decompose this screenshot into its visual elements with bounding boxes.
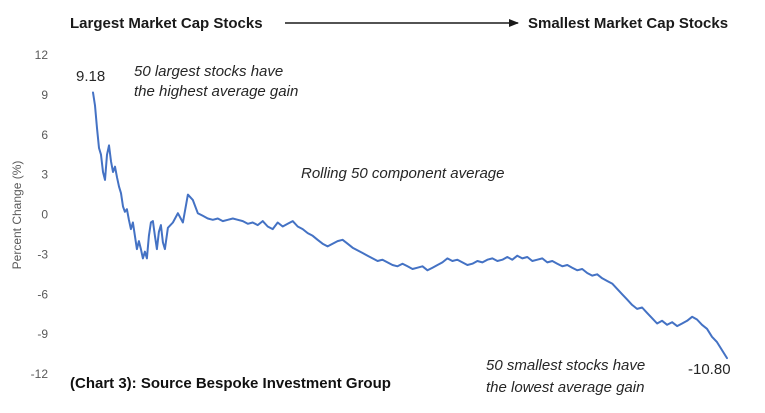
data-label-min: -10.80: [688, 361, 731, 378]
y-tick-label: 0: [41, 208, 48, 222]
y-tick-label: -6: [37, 287, 48, 301]
source-caption: (Chart 3): Source Bespoke Investment Gro…: [70, 375, 391, 392]
y-tick-label: -12: [31, 367, 49, 381]
y-tick-label: -3: [37, 247, 48, 261]
y-axis-ticks: 12 9 6 3 0 -3 -6 -9 -12: [31, 48, 49, 381]
y-tick-label: 9: [41, 88, 48, 102]
annotation-largest-line1: 50 largest stocks have: [134, 63, 283, 80]
y-axis-label: Percent Change (%): [10, 161, 24, 270]
annotation-smallest-line1: 50 smallest stocks have: [486, 357, 645, 374]
y-tick-label: 3: [41, 168, 48, 182]
series-line: [92, 91, 728, 360]
y-tick-label: 6: [41, 128, 48, 142]
data-label-max: 9.18: [76, 68, 105, 85]
header-right-label: Smallest Market Cap Stocks: [528, 15, 728, 32]
annotation-smallest-line2: the lowest average gain: [486, 379, 644, 396]
annotation-largest-line2: the highest average gain: [134, 83, 298, 100]
annotation-rolling: Rolling 50 component average: [301, 165, 504, 182]
header-left-label: Largest Market Cap Stocks: [70, 15, 263, 32]
y-tick-label: 12: [35, 48, 49, 62]
y-tick-label: -9: [37, 327, 48, 341]
